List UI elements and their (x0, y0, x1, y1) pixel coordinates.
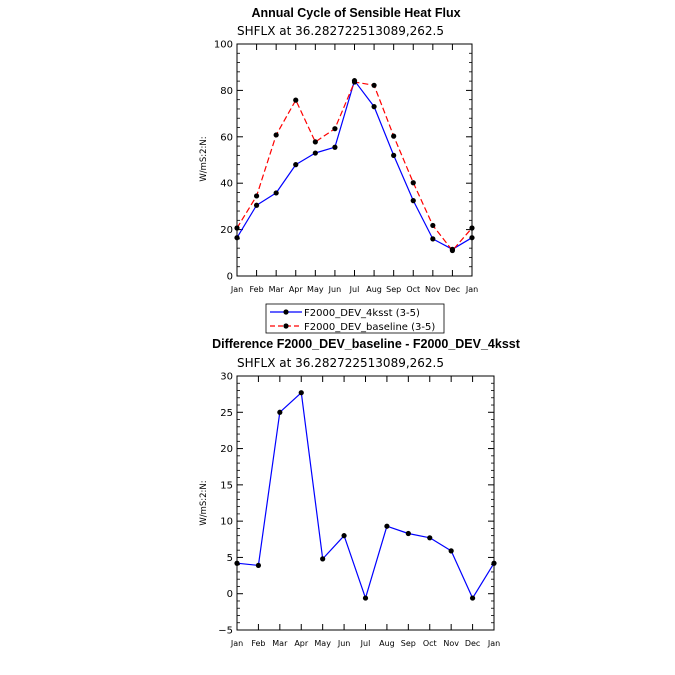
data-point (273, 190, 279, 196)
chart1-title: Annual Cycle of Sensible Heat Flux (251, 6, 460, 20)
data-point (448, 548, 454, 554)
data-point (277, 409, 283, 415)
data-point (430, 236, 436, 242)
xtick-label: Jan (230, 285, 243, 294)
xtick-label: Mar (272, 639, 288, 648)
xtick-label: Dec (445, 285, 460, 294)
data-point (351, 79, 358, 85)
ytick-label: 80 (220, 86, 233, 97)
data-point (293, 97, 299, 103)
data-point (253, 193, 260, 199)
chart2-ticks (236, 375, 495, 631)
chart2-xtick-labels: Jan Feb Mar Apr May Jun Jul Aug Sep Oct Nov Dec Jan (230, 639, 500, 648)
legend-box (265, 303, 445, 334)
xtick-label: Oct (406, 285, 420, 294)
data-point (332, 126, 338, 132)
xtick-label: Sep (386, 285, 401, 294)
xtick-label: Sep (401, 639, 416, 648)
legend-label-baseline: F2000_DEV_baseline (3-5) (304, 322, 435, 333)
ytick-label: 60 (220, 132, 233, 143)
xtick-label: Jan (465, 285, 478, 294)
xtick-label: Jul (360, 639, 371, 648)
chart1-ytick-labels: 0 20 40 60 80 100 (214, 40, 233, 283)
data-point (430, 222, 436, 229)
chart2-series (234, 390, 497, 601)
chart2-subtitle: SHFLX at 36.282722513089,262.5 (237, 356, 444, 370)
ytick-label: 0 (227, 589, 233, 600)
data-point (371, 82, 377, 88)
xtick-label: Apr (294, 639, 309, 648)
ytick-label: 0 (227, 272, 233, 283)
data-point (341, 533, 347, 539)
chart1-legend: F2000_DEV_4ksst (3-5) F2000_DEV_baseline… (265, 303, 445, 334)
chart1-ylabel: W/mS:2:N: (199, 136, 209, 181)
ytick-label: 20 (220, 225, 233, 236)
ytick-label: 30 (220, 372, 233, 383)
ytick-label: 20 (220, 444, 233, 455)
xtick-label: May (307, 285, 324, 294)
ytick-label: −5 (218, 626, 233, 637)
xtick-label: Jun (337, 639, 351, 648)
data-point (362, 595, 369, 601)
series-line-1 (236, 392, 495, 599)
xtick-label: Jun (328, 285, 342, 294)
xtick-label: Feb (251, 639, 265, 648)
chart2-ylabel: W/mS:2:N: (199, 480, 209, 525)
data-point (391, 133, 397, 139)
xtick-label: Nov (443, 639, 459, 648)
data-point (312, 150, 318, 156)
xtick-label: Jul (349, 285, 360, 294)
xtick-label: Aug (379, 639, 395, 648)
data-point (293, 162, 299, 168)
data-point (320, 556, 326, 562)
legend-label-4ksst: F2000_DEV_4ksst (3-5) (304, 308, 420, 319)
data-point (405, 530, 411, 537)
chart1-xtick-labels: Jan Feb Mar Apr May Jun Jul Aug Sep Oct Nov Dec Jan (230, 285, 478, 294)
series-line-1 (236, 80, 473, 250)
legend-marker-4ksst (283, 309, 289, 315)
xtick-label: May (314, 639, 331, 648)
ytick-label: 5 (227, 553, 233, 564)
xtick-label: Mar (269, 285, 285, 294)
data-point (253, 202, 260, 208)
ytick-label: 40 (220, 179, 233, 190)
data-point (332, 144, 338, 150)
ytick-label: 10 (220, 517, 233, 528)
data-point (312, 139, 318, 145)
xtick-label: Oct (423, 639, 437, 648)
xtick-label: Apr (289, 285, 304, 294)
xtick-label: Nov (425, 285, 441, 294)
chart1-subtitle: SHFLX at 36.282722513089,262.5 (237, 24, 444, 38)
chart2-plot-frame (236, 375, 495, 631)
data-point (273, 132, 279, 138)
data-point (410, 180, 416, 186)
chart2-ytick-labels: −5 0 5 10 15 20 25 30 (218, 372, 233, 637)
ytick-label: 100 (214, 40, 233, 51)
data-point (469, 595, 476, 601)
xtick-label: Feb (249, 285, 263, 294)
xtick-label: Jan (230, 639, 243, 648)
data-point (371, 104, 377, 110)
ytick-label: 25 (220, 408, 233, 419)
xtick-label: Jan (487, 639, 500, 648)
data-point (427, 535, 433, 541)
data-point (298, 390, 304, 396)
data-point (410, 198, 416, 204)
chart2-title: Difference F2000_DEV_baseline - F2000_DE… (212, 337, 521, 351)
data-point (255, 562, 262, 569)
series-line-2 (236, 81, 473, 252)
data-point (449, 247, 456, 254)
data-point (391, 152, 397, 158)
chart1-plot-frame (236, 43, 473, 277)
chart1-series (234, 78, 475, 254)
xtick-label: Dec (465, 639, 480, 648)
data-point (384, 523, 390, 529)
legend-marker-baseline (283, 323, 289, 329)
xtick-label: Aug (366, 285, 382, 294)
ytick-label: 15 (220, 480, 233, 491)
